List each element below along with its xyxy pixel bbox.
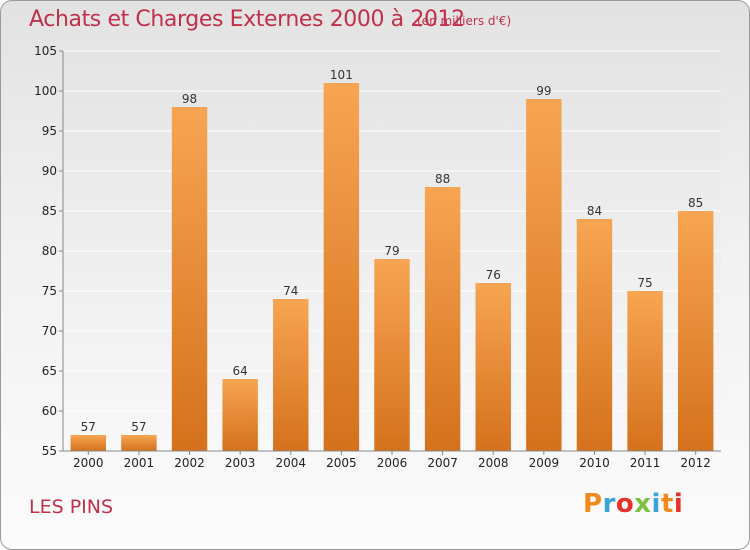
bar-2012 (677, 211, 714, 451)
x-tick-label-2012: 2012 (680, 456, 711, 470)
bar-2003 (222, 379, 258, 451)
data-label-2011: 75 (637, 276, 652, 290)
x-tick-label-2001: 2001 (124, 456, 155, 470)
data-label-2012: 85 (688, 196, 703, 210)
y-tick-label: 90 (42, 164, 57, 178)
data-label-2005: 101 (330, 68, 353, 82)
bar-2004 (273, 299, 309, 451)
y-tick-label: 95 (42, 124, 57, 138)
x-tick-label-2002: 2002 (174, 456, 205, 470)
commune-name: LES PINS (29, 496, 114, 518)
data-label-2001: 57 (131, 420, 146, 434)
logo-letter: P (583, 489, 603, 519)
data-label-2010: 84 (587, 204, 602, 218)
logo-letter: t (660, 489, 674, 519)
y-tick-label: 60 (42, 404, 57, 418)
bar-2009 (526, 99, 562, 451)
x-tick-label-2000: 2000 (73, 456, 104, 470)
data-label-2003: 64 (233, 364, 248, 378)
proxiti-logo: Proxiti (583, 489, 683, 519)
y-tick-label: 85 (42, 204, 57, 218)
y-tick-label: 80 (42, 244, 57, 258)
y-tick-label: 75 (42, 284, 57, 298)
data-label-2004: 74 (283, 284, 298, 298)
bar-2011 (627, 291, 663, 451)
x-tick-label-2010: 2010 (579, 456, 610, 470)
data-label-2002: 98 (182, 92, 197, 106)
logo-letter: x (634, 489, 652, 519)
x-tick-label-2004: 2004 (275, 456, 306, 470)
x-tick-label-2009: 2009 (529, 456, 560, 470)
data-label-2007: 88 (435, 172, 450, 186)
y-tick-label: 55 (42, 444, 57, 458)
bar-2001 (121, 435, 157, 451)
y-tick-label: 70 (42, 324, 57, 338)
chart-title: Achats et Charges Externes 2000 à 2012 (29, 7, 465, 32)
logo-letter: r (602, 489, 616, 519)
bar-2006 (374, 259, 410, 451)
chart-unit: (en milliers d'€) (417, 14, 512, 28)
x-tick-label-2006: 2006 (377, 456, 408, 470)
bar-2008 (475, 283, 511, 451)
y-tick-label: 105 (34, 44, 57, 58)
logo-letter: o (615, 489, 635, 519)
x-tick-label-2005: 2005 (326, 456, 357, 470)
data-label-2000: 57 (81, 420, 96, 434)
x-tick-label-2003: 2003 (225, 456, 256, 470)
x-tick-label-2008: 2008 (478, 456, 509, 470)
logo-letter: i (673, 489, 684, 519)
logo-letter: i (651, 489, 661, 519)
bar-2002 (171, 107, 208, 451)
y-tick-label: 65 (42, 364, 57, 378)
bar-2010 (576, 219, 613, 451)
y-tick-label: 100 (34, 84, 57, 98)
x-tick-label-2007: 2007 (427, 456, 458, 470)
bar-2007 (424, 187, 461, 451)
data-label-2008: 76 (486, 268, 501, 282)
data-label-2009: 99 (536, 84, 551, 98)
bar-2005 (323, 83, 360, 451)
data-label-2006: 79 (384, 244, 399, 258)
bar-2000 (70, 435, 107, 451)
x-tick-label-2011: 2011 (630, 456, 661, 470)
